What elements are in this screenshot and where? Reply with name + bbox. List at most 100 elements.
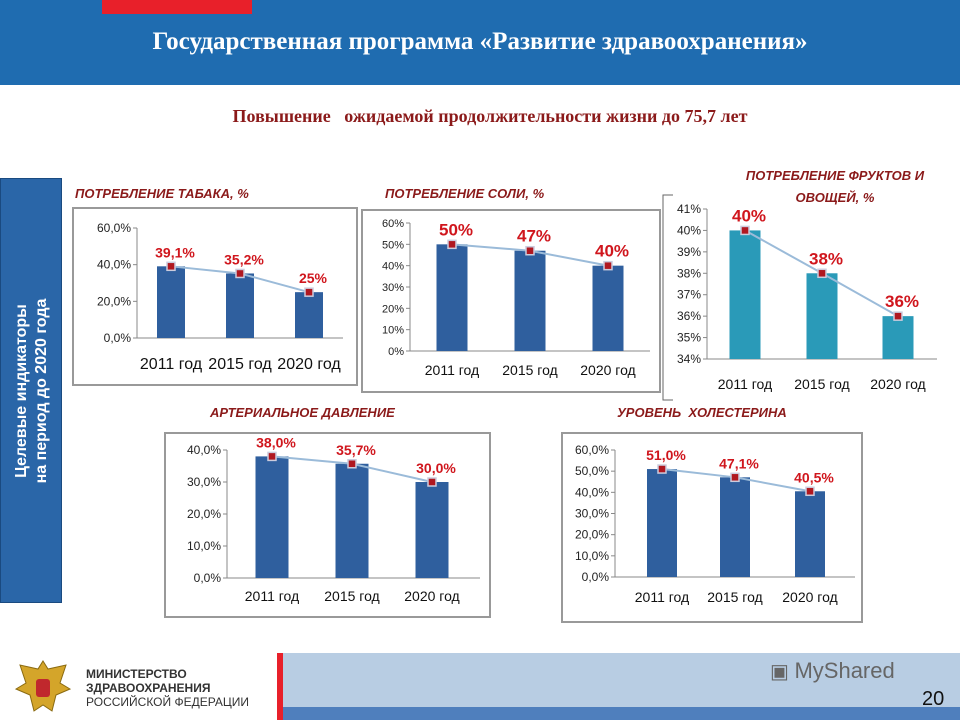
- data-marker: [235, 268, 245, 279]
- header-accent: [102, 0, 252, 14]
- watermark-text: MyShared: [794, 658, 895, 683]
- data-label: 50%: [439, 220, 473, 239]
- x-tick-label: 2015 год: [707, 589, 762, 605]
- y-tick-label: 40,0%: [187, 443, 221, 457]
- y-tick-label: 30,0%: [187, 475, 221, 489]
- data-label: 38,0%: [256, 434, 296, 450]
- y-tick-label: 36%: [677, 309, 701, 323]
- data-label: 40%: [732, 206, 766, 225]
- data-marker: [267, 451, 277, 462]
- data-marker: [603, 260, 613, 271]
- footer-red-bar: [277, 653, 283, 720]
- y-tick-label: 0,0%: [104, 331, 132, 345]
- ministry-line-2: ЗДРАВООХРАНЕНИЯ: [86, 681, 211, 695]
- data-marker: [893, 311, 903, 321]
- data-marker: [427, 477, 437, 487]
- bar: [255, 456, 289, 578]
- bar: [795, 491, 825, 577]
- data-label: 25%: [299, 270, 328, 286]
- y-tick-label: 39%: [677, 245, 701, 259]
- y-tick-label: 30,0%: [575, 507, 609, 521]
- data-marker: [447, 239, 457, 250]
- y-tick-label: 60,0%: [575, 443, 609, 457]
- data-marker: [525, 245, 535, 256]
- x-tick-label: 2015 год: [502, 362, 557, 378]
- x-tick-label: 2011 год: [245, 588, 299, 604]
- y-tick-label: 37%: [677, 288, 701, 302]
- data-marker: [817, 268, 827, 279]
- x-tick-label: 2011 год: [718, 376, 772, 392]
- ministry-logo-text: МИНИСТЕРСТВО ЗДРАВООХРАНЕНИЯ РОССИЙСКОЙ …: [86, 667, 249, 709]
- header-bar: [0, 0, 960, 85]
- y-tick-label: 0,0%: [582, 570, 610, 584]
- footer-band-dark: [283, 707, 960, 720]
- x-tick-label: 2011 год: [635, 589, 689, 605]
- bar: [592, 265, 624, 351]
- bar: [415, 482, 449, 578]
- y-tick-label: 10,0%: [187, 539, 221, 553]
- chart-title-fruit: ПОТРЕБЛЕНИЕ ФРУКТОВ И ОВОЩЕЙ, %: [745, 168, 925, 205]
- chart-title-pressure: АРТЕРИАЛЬНОЕ ДАВЛЕНИЕ: [210, 405, 395, 420]
- x-tick-label: 2015 год: [794, 376, 849, 392]
- watermark: ▣ MyShared: [770, 658, 895, 684]
- y-tick-label: 41%: [677, 202, 701, 216]
- y-tick-label: 50%: [382, 239, 404, 251]
- x-tick-label: 2020 год: [870, 376, 925, 392]
- y-tick-label: 40%: [382, 261, 404, 273]
- y-tick-label: 10,0%: [575, 549, 609, 563]
- y-tick-label: 40%: [677, 223, 701, 237]
- chart-title-tobacco: ПОТРЕБЛЕНИЕ ТАБАКА, %: [75, 186, 249, 201]
- y-tick-label: 20%: [382, 303, 404, 315]
- x-tick-label: 2011 год: [140, 356, 203, 373]
- bar: [295, 292, 323, 338]
- x-tick-label: 2020 год: [277, 356, 341, 373]
- data-marker: [805, 486, 815, 497]
- bar: [729, 230, 761, 359]
- page-title: Государственная программа «Развитие здра…: [152, 28, 808, 55]
- data-label: 30,0%: [416, 460, 456, 476]
- data-label: 35,2%: [224, 251, 264, 267]
- y-tick-label: 60%: [382, 218, 404, 230]
- bar: [806, 273, 838, 359]
- data-label: 47,1%: [719, 455, 759, 471]
- data-label: 51,0%: [646, 447, 686, 463]
- y-tick-label: 20,0%: [187, 507, 221, 521]
- bar: [226, 273, 254, 338]
- data-label: 39,1%: [155, 244, 195, 260]
- coat-of-arms-logo: [14, 660, 72, 712]
- presentation-icon: ▣: [770, 661, 795, 683]
- data-label: 36%: [885, 292, 919, 311]
- ministry-line-3: РОССИЙСКОЙ ФЕДЕРАЦИИ: [86, 695, 250, 709]
- y-tick-label: 30%: [382, 282, 404, 294]
- data-label: 38%: [809, 249, 843, 268]
- footer-band: [283, 653, 960, 707]
- data-label: 40,5%: [794, 469, 834, 485]
- data-label: 47%: [517, 227, 551, 246]
- y-tick-label: 0,0%: [194, 571, 222, 585]
- chart-frame: [662, 194, 673, 401]
- bar: [157, 266, 185, 338]
- chart-title-salt: ПОТРЕБЛЕНИЕ СОЛИ, %: [385, 186, 545, 201]
- y-tick-label: 10%: [382, 325, 404, 337]
- data-marker: [730, 472, 740, 483]
- data-marker: [347, 459, 357, 469]
- y-tick-label: 34%: [677, 352, 701, 366]
- ministry-line-1: МИНИСТЕРСТВО: [86, 667, 187, 681]
- x-tick-label: 2020 год: [404, 588, 459, 604]
- data-label: 35,7%: [336, 442, 376, 458]
- bar: [514, 250, 546, 351]
- data-marker: [304, 287, 314, 297]
- y-tick-label: 40,0%: [575, 485, 609, 499]
- x-tick-label: 2020 год: [580, 362, 635, 378]
- page-number: 20: [922, 688, 945, 710]
- bar: [647, 469, 677, 577]
- x-tick-label: 2011 год: [425, 362, 479, 378]
- x-tick-label: 2020 год: [782, 589, 837, 605]
- y-tick-label: 38%: [677, 266, 701, 280]
- bar: [720, 477, 750, 577]
- data-marker: [166, 261, 176, 272]
- data-marker: [740, 225, 750, 236]
- data-label: 40%: [595, 242, 629, 261]
- bar: [335, 463, 369, 578]
